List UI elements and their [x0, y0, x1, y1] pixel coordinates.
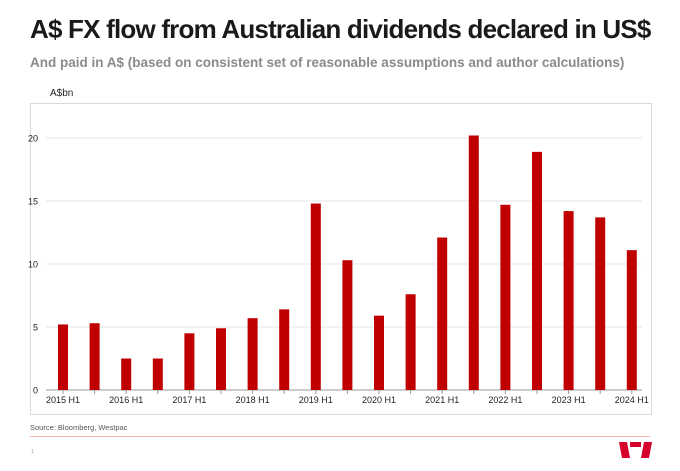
westpac-logo-icon [619, 442, 652, 458]
bar-2018-h1 [247, 318, 258, 390]
bar-2019-h2 [342, 260, 353, 390]
bar-2016-h1 [121, 358, 132, 390]
x-tick-label: 2018 H1 [236, 395, 270, 405]
x-tick-label: 2020 H1 [362, 395, 396, 405]
bar-2020-h1 [374, 315, 384, 390]
bar-2021-h2 [468, 135, 479, 390]
y-tick-label: 5 [33, 323, 38, 333]
bar-2023-h2 [595, 217, 606, 390]
page-number: 1 [31, 449, 34, 455]
x-tick-label: 2015 H1 [46, 395, 80, 405]
source-note: Source: Bloomberg, Westpac [30, 423, 128, 432]
x-tick-label: 2016 H1 [109, 395, 143, 405]
bar-2015-h1 [58, 324, 68, 390]
bar-2016-h2 [152, 358, 163, 390]
y-tick-label: 10 [28, 260, 38, 270]
x-tick-label: 2024 H1 [615, 395, 649, 405]
x-tick-label: 2017 H1 [172, 395, 206, 405]
bar-2020-h2 [405, 294, 416, 390]
bar-2024-h1 [626, 250, 637, 390]
bar-2017-h1 [184, 333, 195, 390]
x-tick-label: 2022 H1 [488, 395, 522, 405]
y-tick-label: 0 [33, 386, 38, 396]
chart-subtitle: And paid in A$ (based on consistent set … [30, 55, 625, 70]
bar-2023-h1 [563, 211, 574, 390]
chart-frame [30, 103, 652, 415]
bar-2022-h2 [532, 151, 542, 390]
bar-2015-h2 [89, 323, 100, 390]
y-axis-unit-label: A$bn [50, 88, 74, 99]
bar-2018-h2 [279, 309, 290, 390]
y-tick-label: 15 [28, 197, 38, 207]
x-tick-label: 2021 H1 [425, 395, 459, 405]
bar-chart: 0 5 10 15 20 2015 H1 2016 H1 2017 H1 2018 H1 2019… [28, 134, 649, 406]
y-tick-label: 20 [28, 134, 38, 144]
chart-title: A$ FX flow from Australian dividends dec… [30, 14, 651, 44]
bar-2017-h2 [216, 328, 226, 390]
x-tick-label: 2019 H1 [299, 395, 333, 405]
bar-2022-h1 [500, 204, 511, 390]
footer-divider [30, 436, 650, 437]
x-tick-label: 2023 H1 [552, 395, 586, 405]
bar-2021-h1 [437, 237, 448, 390]
bar-2019-h1 [310, 203, 321, 390]
